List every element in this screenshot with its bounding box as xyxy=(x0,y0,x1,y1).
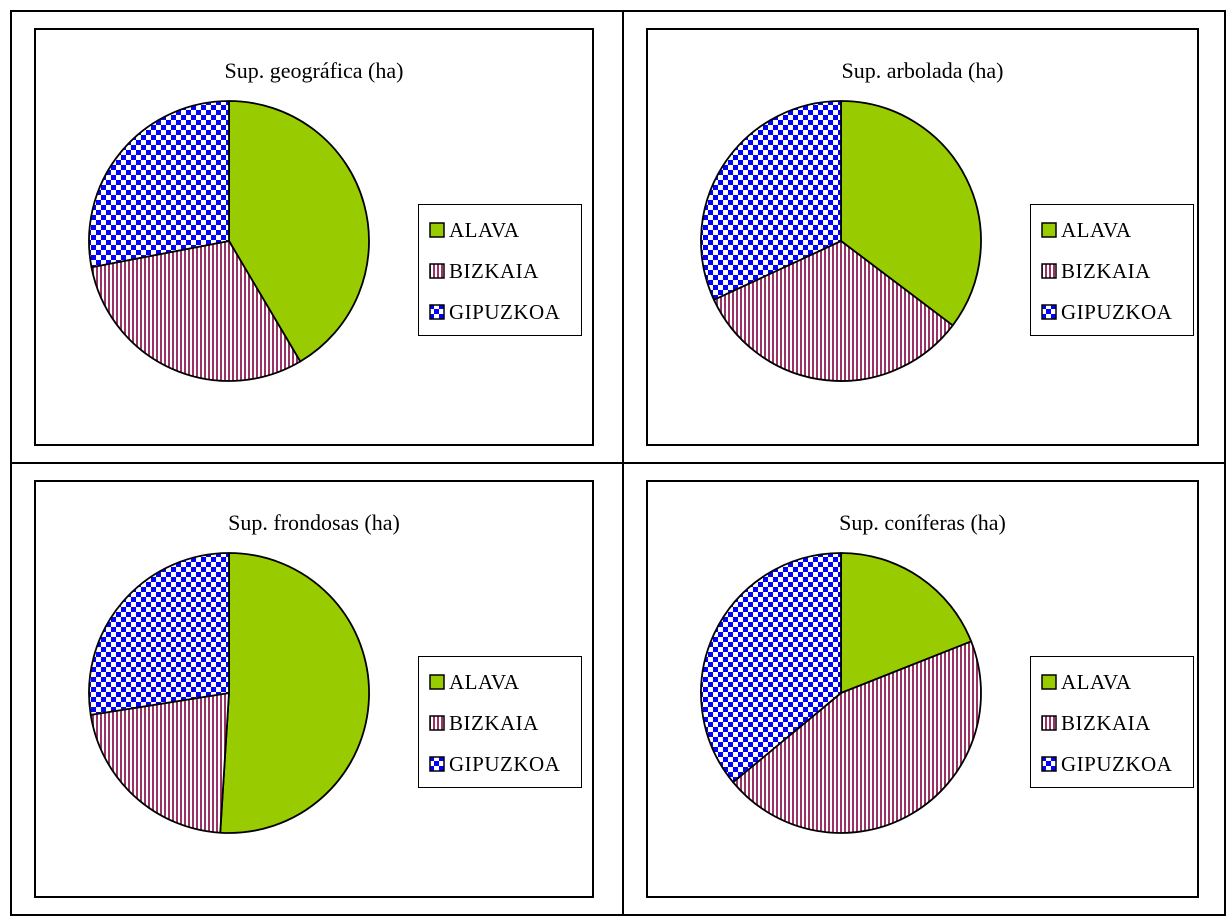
legend-swatch-gipuzkoa xyxy=(1041,756,1057,772)
legend-item-alava: ALAVA xyxy=(429,670,520,694)
pie-slice-alava xyxy=(228,100,370,363)
legend-item-bizkaia: BIZKAIA xyxy=(429,711,539,735)
chart-arbolada: Sup. arbolada (ha) ALAVA BIZKAIA GIPUZKO… xyxy=(646,28,1199,446)
legend-item-bizkaia: BIZKAIA xyxy=(429,259,539,283)
legend-swatch-alava xyxy=(429,674,445,690)
pie-slice-gipuzkoa xyxy=(700,552,842,784)
table-cell-geografica: Sup. geográfica (ha) ALAVA BIZKAIA GIPUZ… xyxy=(10,10,624,464)
legend-swatch-alava xyxy=(1041,674,1057,690)
legend-label: BIZKAIA xyxy=(449,258,539,283)
legend-label: ALAVA xyxy=(1061,669,1132,694)
chart-title: Sup. arbolada (ha) xyxy=(841,58,1004,83)
chart-title: Sup. frondosas (ha) xyxy=(228,510,400,535)
pie-chart-geografica xyxy=(88,100,370,382)
pie-slice-alava xyxy=(840,552,973,694)
legend-swatch-bizkaia xyxy=(429,715,445,731)
legend-item-gipuzkoa: GIPUZKOA xyxy=(429,300,560,324)
legend-swatch-gipuzkoa xyxy=(429,304,445,320)
legend-swatch-gipuzkoa xyxy=(429,756,445,772)
legend-item-alava: ALAVA xyxy=(1041,218,1132,242)
legend-label: GIPUZKOA xyxy=(1061,299,1173,324)
pie-slice-gipuzkoa xyxy=(88,552,230,716)
pie-chart-arbolada xyxy=(700,100,982,382)
legend-label: BIZKAIA xyxy=(449,710,539,735)
legend: ALAVA BIZKAIA GIPUZKOA xyxy=(1030,656,1194,788)
pie-chart-frondosas xyxy=(88,552,370,834)
legend-label: GIPUZKOA xyxy=(449,299,561,324)
legend-label: BIZKAIA xyxy=(1061,710,1151,735)
legend-label: BIZKAIA xyxy=(1061,258,1151,283)
chart-geografica: Sup. geográfica (ha) ALAVA BIZKAIA GIPUZ… xyxy=(34,28,594,446)
legend-label: ALAVA xyxy=(1061,217,1132,242)
table-cell-coniferas: Sup. coníferas (ha) ALAVA BIZKAIA GIPUZK… xyxy=(622,462,1226,916)
pie-slice-alava xyxy=(219,552,370,834)
legend-item-gipuzkoa: GIPUZKOA xyxy=(429,752,560,776)
table-cell-frondosas: Sup. frondosas (ha) ALAVA BIZKAIA GIPUZK… xyxy=(10,462,624,916)
pie-slice-alava xyxy=(840,100,982,327)
legend-label: GIPUZKOA xyxy=(1061,751,1173,776)
pie-chart-coniferas xyxy=(700,552,982,834)
legend-item-gipuzkoa: GIPUZKOA xyxy=(1041,300,1172,324)
legend: ALAVA BIZKAIA GIPUZKOA xyxy=(1030,204,1194,336)
legend-item-gipuzkoa: GIPUZKOA xyxy=(1041,752,1172,776)
legend-swatch-bizkaia xyxy=(1041,263,1057,279)
pie-slice-bizkaia xyxy=(713,240,954,382)
legend-swatch-bizkaia xyxy=(1041,715,1057,731)
pie-slice-bizkaia xyxy=(89,692,230,834)
legend-label: GIPUZKOA xyxy=(449,751,561,776)
legend-item-alava: ALAVA xyxy=(429,218,520,242)
legend: ALAVA BIZKAIA GIPUZKOA xyxy=(418,656,582,788)
legend-label: ALAVA xyxy=(449,669,520,694)
chart-coniferas: Sup. coníferas (ha) ALAVA BIZKAIA GIPUZK… xyxy=(646,480,1199,898)
legend-item-bizkaia: BIZKAIA xyxy=(1041,711,1151,735)
chart-frondosas: Sup. frondosas (ha) ALAVA BIZKAIA GIPUZK… xyxy=(34,480,594,898)
legend-item-alava: ALAVA xyxy=(1041,670,1132,694)
chart-table: Sup. geográfica (ha) ALAVA BIZKAIA GIPUZ… xyxy=(10,10,1226,916)
legend-swatch-alava xyxy=(429,222,445,238)
legend-item-bizkaia: BIZKAIA xyxy=(1041,259,1151,283)
pie-slice-bizkaia xyxy=(732,640,982,834)
legend-swatch-gipuzkoa xyxy=(1041,304,1057,320)
chart-title: Sup. coníferas (ha) xyxy=(839,510,1006,535)
legend-label: ALAVA xyxy=(449,217,520,242)
pie-slice-gipuzkoa xyxy=(88,100,230,269)
chart-title: Sup. geográfica (ha) xyxy=(224,58,404,83)
legend: ALAVA BIZKAIA GIPUZKOA xyxy=(418,204,582,336)
pie-slice-gipuzkoa xyxy=(700,100,842,301)
legend-swatch-bizkaia xyxy=(429,263,445,279)
pie-slice-bizkaia xyxy=(90,240,302,382)
legend-swatch-alava xyxy=(1041,222,1057,238)
table-cell-arbolada: Sup. arbolada (ha) ALAVA BIZKAIA GIPUZKO… xyxy=(622,10,1226,464)
